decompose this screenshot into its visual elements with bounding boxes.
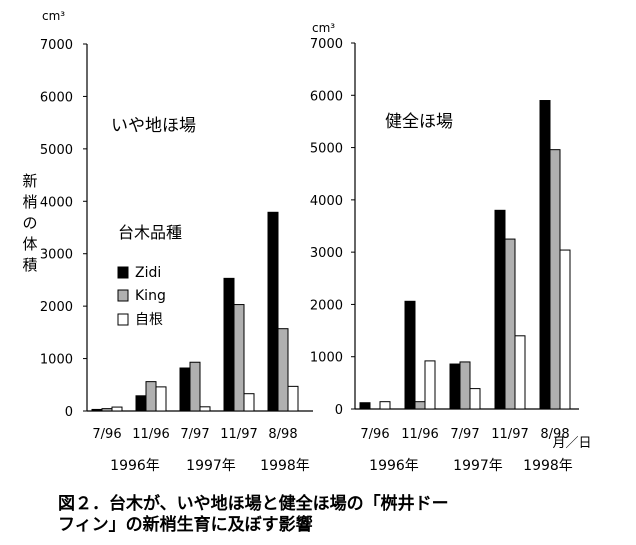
x-tick-label: 7/97 <box>180 427 209 442</box>
bar-自根-8/98 <box>287 385 299 412</box>
year-label: 1996年 <box>369 458 419 474</box>
bar-自根-8/98 <box>559 249 571 410</box>
chart-left: 0 1000 2000 3000 4000 5000 6000 7000 cm³ いや地ほ場新梢の… <box>22 9 313 474</box>
bar-自根-11/97 <box>514 335 526 410</box>
bar-Zidi-11/97 <box>223 277 235 412</box>
year-label: 1996年 <box>110 458 160 474</box>
bar-King-11/96 <box>414 401 426 410</box>
bar-自根-11/96 <box>155 386 167 412</box>
x-tick-label: 7/96 <box>360 427 389 442</box>
legend-swatch-King <box>117 289 129 302</box>
legend-label-King: King <box>135 288 166 304</box>
bar-King-11/97 <box>504 238 516 410</box>
y-tick-label: 2000 <box>40 300 73 315</box>
year-label: 1997年 <box>453 458 503 474</box>
legend-title: 台木品種 <box>118 223 182 242</box>
chart-title: いや地ほ場 <box>111 116 196 136</box>
bar-Zidi-11/97 <box>494 209 506 410</box>
bar-King-7/97 <box>189 361 201 412</box>
bar-King-7/96 <box>101 408 113 412</box>
y-tick-label: 5000 <box>310 142 343 157</box>
chart-title: 健全ほ場 <box>385 112 453 132</box>
legend-label-自根: 自根 <box>135 312 163 328</box>
y-tick-label: 3000 <box>310 246 343 261</box>
y-unit-label: cm³ <box>42 9 65 23</box>
x-tick-label: 7/96 <box>92 427 121 442</box>
legend-label-Zidi: Zidi <box>135 265 161 281</box>
bar-Zidi-7/97 <box>449 363 461 410</box>
y-tick-label: 1000 <box>40 353 73 368</box>
y-tick-label: 5000 <box>40 143 73 158</box>
y-tick-label: 1000 <box>310 351 343 366</box>
y-tick-label: 2000 <box>310 298 343 313</box>
bar-自根-11/96 <box>424 360 436 410</box>
bar-King-11/97 <box>233 304 245 412</box>
bar-自根-7/96 <box>379 401 391 410</box>
x-tick-label: 11/97 <box>491 427 528 442</box>
figure-caption: 図２．台木が、いや地ほ場と健全ほ場の「桝井ドー フィン」の新梢生育に及ぼす影響 <box>58 494 618 536</box>
bar-Zidi-11/96 <box>135 395 147 412</box>
bar-King-11/96 <box>145 381 157 412</box>
x-tick-label: 11/96 <box>401 427 438 442</box>
y-tick-label: 7000 <box>40 38 73 53</box>
bar-自根-7/97 <box>199 406 211 412</box>
legend-swatch-Zidi <box>117 266 129 279</box>
year-label: 1998年 <box>523 458 573 474</box>
bar-自根-11/97 <box>243 393 255 412</box>
bar-Zidi-8/98 <box>267 211 279 412</box>
year-label: 1998年 <box>260 458 310 474</box>
bar-Zidi-11/96 <box>404 300 416 410</box>
legend-swatch-自根 <box>117 313 129 326</box>
x-tick-label: 8/98 <box>268 427 297 442</box>
bar-King-8/98 <box>549 149 561 410</box>
bar-Zidi-7/96 <box>359 402 371 410</box>
x-unit-label: 月／日 <box>552 436 591 451</box>
y-axis-title: 新梢の体積 <box>22 172 37 274</box>
chart-right: 0 1000 2000 3000 4000 5000 6000 7000 cm³ 健全ほ場 7/96… <box>310 21 592 474</box>
bar-Zidi-7/97 <box>179 367 191 412</box>
year-label: 1997年 <box>186 458 236 474</box>
y-unit-label: cm³ <box>312 21 335 35</box>
caption-line-1: 図２．台木が、いや地ほ場と健全ほ場の「桝井ドー <box>58 494 449 514</box>
x-tick-label: 11/97 <box>220 427 257 442</box>
y-tick-label: 4000 <box>40 195 73 210</box>
bar-自根-7/97 <box>469 388 481 410</box>
y-tick-label: 0 <box>335 403 343 418</box>
y-tick-label: 7000 <box>310 37 343 52</box>
bar-Zidi-7/96 <box>91 408 103 412</box>
bar-自根-7/96 <box>111 406 123 412</box>
y-tick-label: 4000 <box>310 194 343 209</box>
bar-Zidi-8/98 <box>539 100 551 410</box>
x-tick-label: 11/96 <box>132 427 169 442</box>
y-tick-label: 6000 <box>310 89 343 104</box>
x-tick-label: 8/98 <box>540 427 569 442</box>
bar-King-8/98 <box>277 328 289 412</box>
bar-King-7/97 <box>459 361 471 410</box>
y-tick-label: 3000 <box>40 248 73 263</box>
caption-line-2: フィン」の新梢生育に及ぼす影響 <box>58 515 313 535</box>
y-tick-label: 6000 <box>40 90 73 105</box>
x-tick-label: 7/97 <box>450 427 479 442</box>
y-tick-label: 0 <box>65 405 73 420</box>
